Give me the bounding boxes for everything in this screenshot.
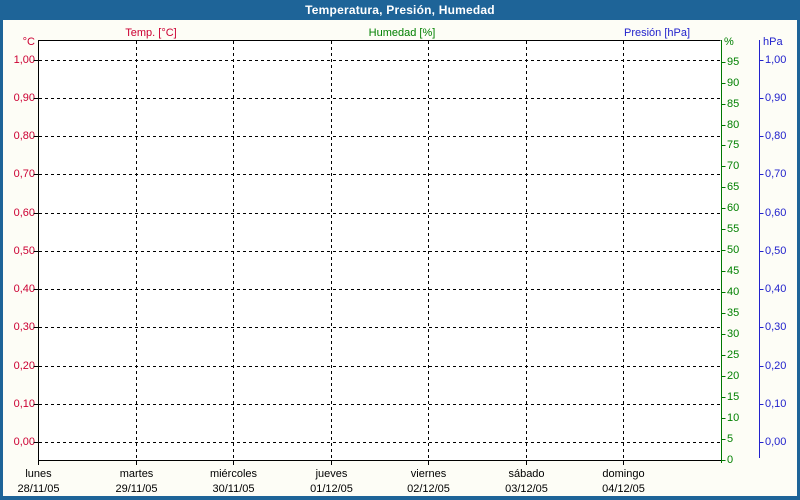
- humidity-tick-label: 65: [727, 180, 740, 193]
- humidity-tick-label: 40: [727, 285, 740, 298]
- humidity-tick-label: 15: [727, 390, 740, 403]
- pressure-tick-label: 0,20: [765, 359, 787, 372]
- pressure-tick-label: 0,60: [765, 206, 787, 219]
- window-border-right: [797, 20, 800, 500]
- humidity-tick-label: 35: [727, 306, 740, 319]
- temperature-tick-label: 0,10: [13, 397, 35, 410]
- humidity-tick-label: 30: [727, 327, 740, 340]
- humidity-tick-label: 5: [727, 432, 734, 445]
- day-date-label: 02/12/05: [407, 483, 450, 495]
- humidity-tick-label: 90: [727, 76, 740, 89]
- legend-item-temperature: Temp. [°C]: [125, 27, 177, 39]
- window-border-left: [0, 20, 3, 500]
- day-name-label: sábado: [508, 468, 545, 480]
- temperature-tick-label: 0,60: [13, 206, 35, 219]
- humidity-tick-label: 70: [727, 159, 740, 172]
- temperature-tick-label: 0,20: [13, 359, 35, 372]
- day-name-label: miércoles: [209, 468, 258, 480]
- humidity-tick-label: 60: [727, 201, 740, 214]
- legend-item-pressure: Presión [hPa]: [623, 27, 691, 39]
- pressure-tick-label: 1,00: [765, 53, 787, 66]
- temperature-tick-label: 0,30: [13, 320, 35, 333]
- humidity-tick-label: 0: [727, 453, 734, 466]
- humidity-tick-label: 55: [727, 222, 740, 235]
- legend-item-humidity: Humedad [%]: [368, 27, 436, 39]
- day-date-label: 29/11/05: [115, 483, 158, 495]
- window-titlebar: Temperatura, Presión, Humedad: [0, 0, 800, 20]
- pressure-tick-label: 0,10: [765, 397, 787, 410]
- humidity-tick-label: 20: [727, 369, 740, 382]
- pressure-tick-label: 0,70: [765, 167, 787, 180]
- humidity-tick-label: 75: [727, 138, 740, 151]
- window-title: Temperatura, Presión, Humedad: [305, 3, 495, 17]
- day-date-label: 03/12/05: [505, 483, 548, 495]
- humidity-tick-label: 85: [727, 97, 740, 110]
- pressure-tick-label: 0,80: [765, 129, 787, 142]
- day-date-label: 04/12/05: [602, 483, 645, 495]
- pressure-tick-label: 0,00: [765, 435, 787, 448]
- temperature-axis-unit: °C: [22, 36, 35, 48]
- day-date-label: 01/12/05: [310, 483, 353, 495]
- temperature-tick-label: 0,90: [13, 91, 35, 104]
- day-name-label: martes: [119, 468, 154, 480]
- temperature-tick-label: 0,40: [13, 282, 35, 295]
- day-date-label: 30/11/05: [212, 483, 255, 495]
- temperature-tick-label: 1,00: [13, 53, 35, 66]
- humidity-tick-label: 25: [727, 348, 740, 361]
- pressure-tick-label: 0,30: [765, 320, 787, 333]
- temperature-tick-label: 0,50: [13, 244, 35, 257]
- humidity-axis-unit: %: [724, 36, 734, 48]
- day-name-label: viernes: [410, 468, 447, 480]
- pressure-tick-label: 0,50: [765, 244, 787, 257]
- day-name-label: lunes: [25, 468, 52, 480]
- humidity-tick-label: 95: [727, 55, 740, 68]
- humidity-tick-label: 50: [727, 243, 740, 256]
- day-date-label: 28/11/05: [17, 483, 60, 495]
- pressure-tick-label: 0,90: [765, 91, 787, 104]
- temperature-tick-label: 0,70: [13, 167, 35, 180]
- humidity-tick-label: 45: [727, 264, 740, 277]
- temperature-tick-label: 0,80: [13, 129, 35, 142]
- temperature-tick-label: 0,00: [13, 435, 35, 448]
- humidity-tick-label: 10: [727, 411, 740, 424]
- day-name-label: domingo: [602, 468, 645, 480]
- pressure-axis-unit: hPa: [763, 36, 783, 48]
- humidity-tick-label: 80: [727, 118, 740, 131]
- window-border-bottom: [0, 496, 800, 500]
- day-name-label: jueves: [315, 468, 348, 480]
- pressure-tick-label: 0,40: [765, 282, 787, 295]
